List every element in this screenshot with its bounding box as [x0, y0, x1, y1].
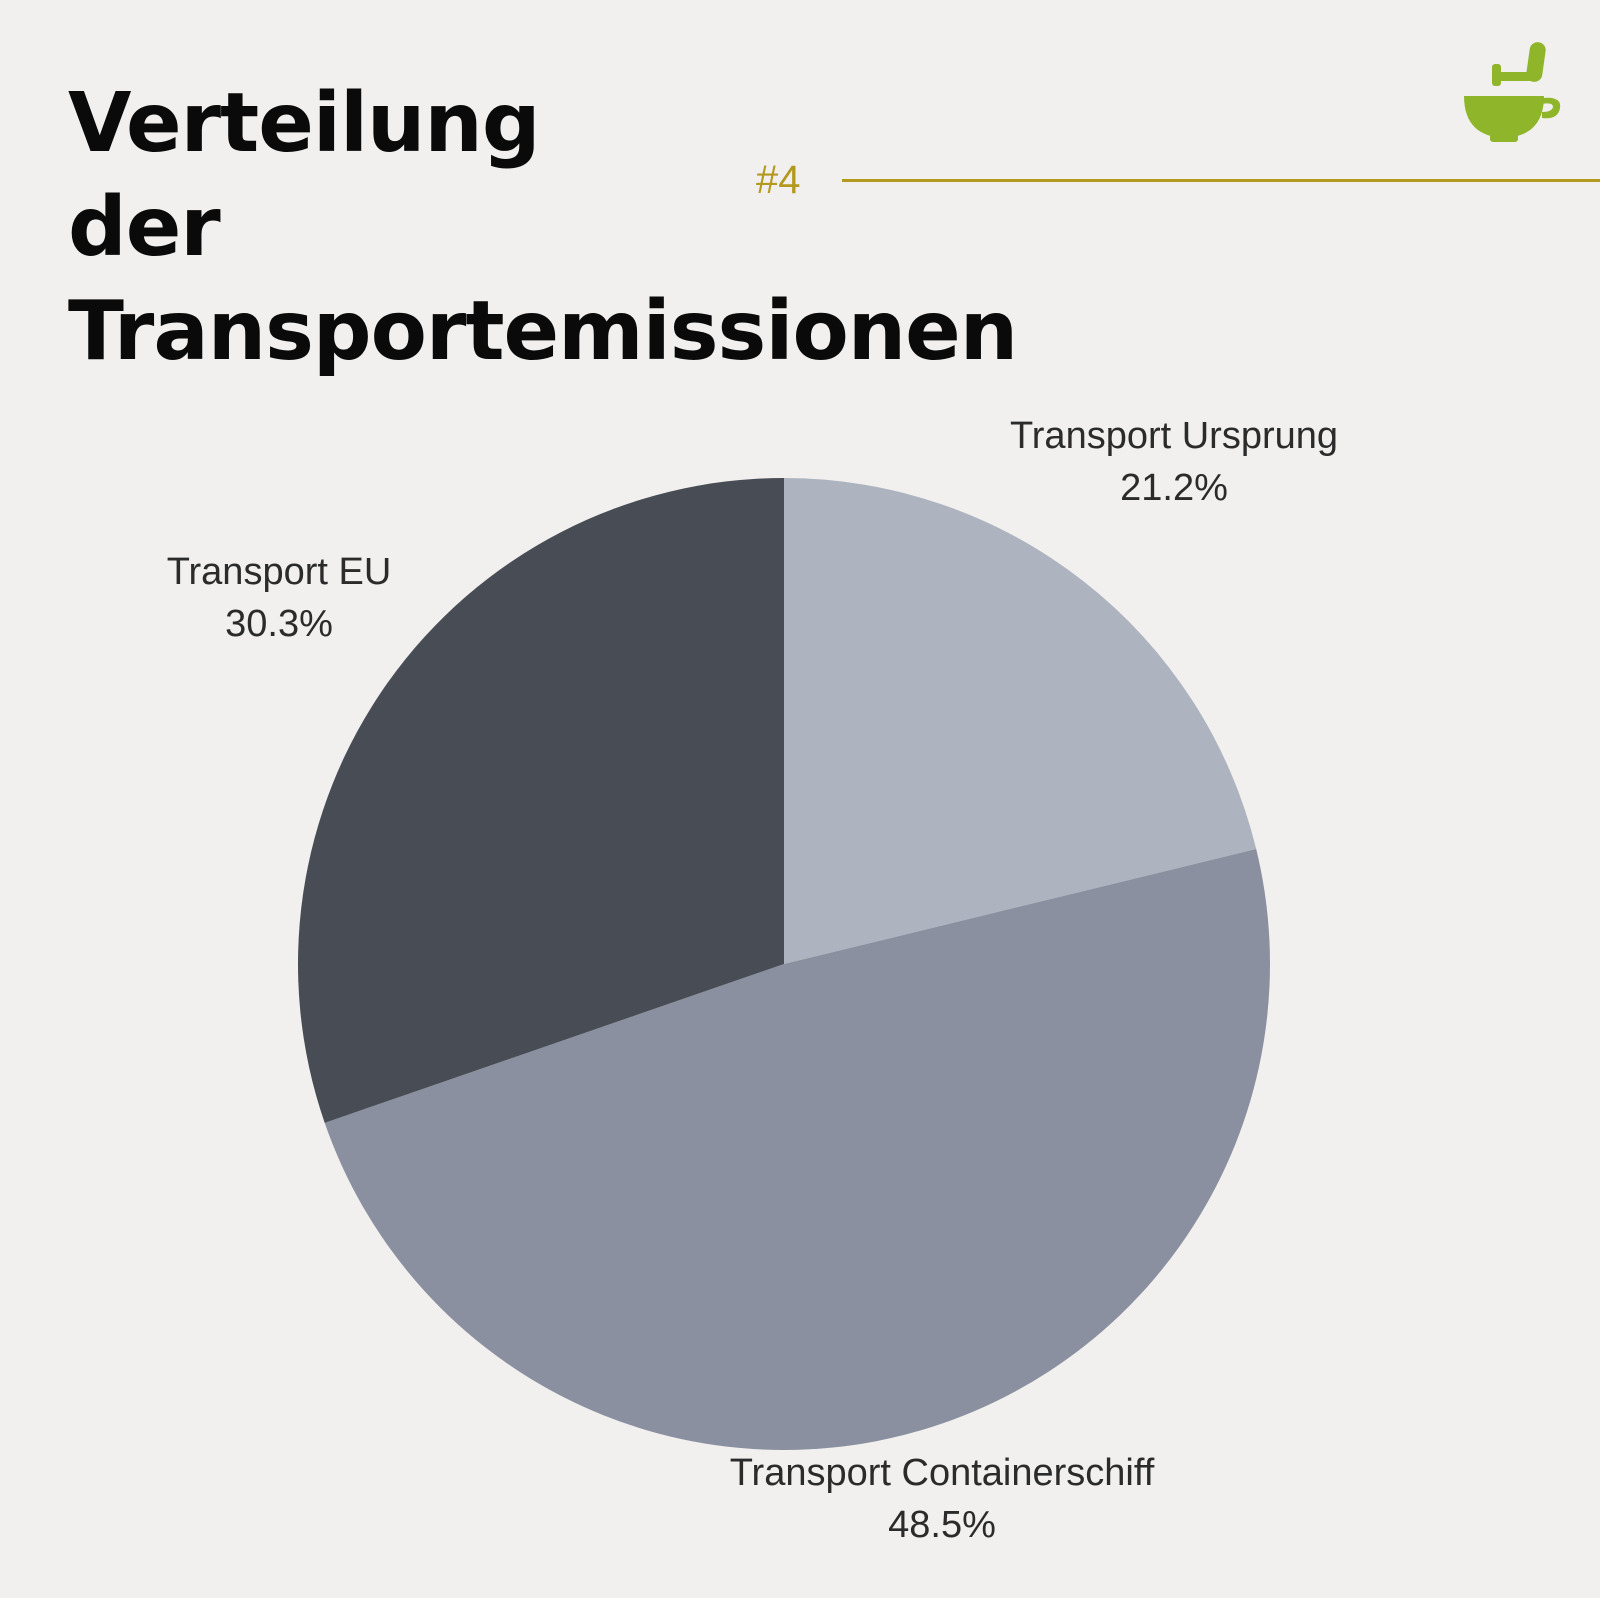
slice-label: Transport Ursprung 21.2%: [1010, 410, 1338, 514]
title-line-3: Transportemissionen: [68, 284, 1018, 379]
mortar-and-pestle-icon: [1464, 42, 1561, 142]
slice-label-value: 48.5%: [888, 1504, 996, 1546]
slice-label-value: 21.2%: [1120, 467, 1228, 509]
pie-slices: [297, 478, 1270, 1450]
pie-slice-transport-eu: [297, 478, 784, 1123]
slice-label: Transport EU 30.3%: [167, 546, 392, 650]
pie-slice-transport-ursprung: [784, 478, 1257, 964]
slice-label-value: 30.3%: [225, 603, 333, 645]
slice-label-name: Transport Containerschiff: [729, 1452, 1155, 1494]
slice-label-name: Transport Ursprung: [1009, 415, 1339, 457]
header-divider: [842, 179, 1600, 182]
slice-label-name: Transport EU: [166, 551, 392, 593]
title-line-2: der: [68, 180, 221, 275]
slice-label: Transport Containerschiff 48.5%: [730, 1447, 1155, 1551]
page-number: #4: [756, 158, 801, 202]
pie-slice-transport-containerschiff: [324, 849, 1270, 1450]
chart-title: Verteilung der Transportemissionen: [68, 72, 1018, 384]
title-line-1: Verteilung: [68, 76, 541, 171]
